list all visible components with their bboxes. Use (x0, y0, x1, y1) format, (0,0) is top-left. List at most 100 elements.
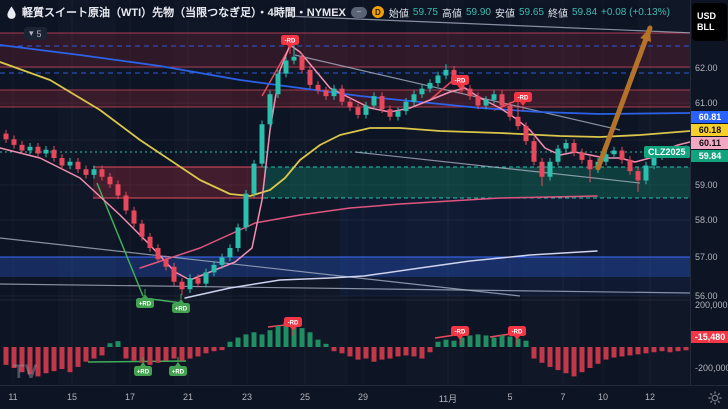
chart-canvas[interactable]: -RD -RD -RD +RD +RD -RD -RD -RD +RD +RD TV (0, 0, 690, 385)
time-axis[interactable]: 11 15 17 21 23 25 29 11月 5 7 10 12 (0, 385, 728, 409)
price-axis[interactable]: USD BLL 62.00 61.00 59.00 58.00 57.00 56.00 20… (690, 0, 728, 385)
trendline[interactable] (284, 15, 690, 34)
histogram-bar (235, 337, 241, 347)
candle (51, 146, 57, 162)
price-value-label: -15,480 (691, 331, 728, 343)
histogram-bar (75, 347, 81, 367)
resistance-band-upper (0, 33, 690, 67)
low-label: 安値 (494, 8, 515, 20)
histogram-bar (411, 347, 417, 357)
candle (627, 156, 633, 175)
svg-text:-RD: -RD (518, 95, 529, 101)
histogram-bar (131, 347, 137, 361)
histogram-bar (43, 347, 49, 374)
histogram-bar (3, 347, 9, 365)
time-tick: 17 (124, 392, 136, 402)
candle (531, 137, 537, 166)
histogram-bar (347, 347, 353, 357)
candle (67, 158, 73, 170)
histogram-bar (571, 347, 577, 377)
candle (547, 158, 553, 181)
histogram-bar (579, 347, 585, 373)
timeframe-badge[interactable]: D (371, 6, 384, 18)
candle (611, 146, 617, 158)
price-tick: 56.00 (695, 291, 718, 301)
symbol-title[interactable]: 軽質スイート原油（WTI）先物（当限つなぎ足）・4時間・NYMEX (22, 7, 346, 19)
histogram-bar (667, 347, 673, 353)
histogram-bar (363, 347, 369, 359)
candle (123, 191, 129, 215)
time-tick: 23 (241, 392, 253, 402)
candle (555, 144, 561, 166)
histogram-bar (515, 338, 521, 347)
histogram-bar (243, 334, 249, 347)
histogram-bar (275, 326, 281, 347)
bearish-signal-badge: -RD (451, 326, 469, 345)
histogram-bar (643, 347, 649, 354)
unit-selector[interactable]: USD BLL (692, 3, 727, 41)
trendline[interactable] (0, 237, 521, 297)
trendline[interactable] (294, 54, 621, 131)
demand-zone-green (264, 167, 690, 198)
svg-text:+RD: +RD (172, 369, 185, 375)
price-value-label: 60.81 (691, 111, 728, 123)
projection-arrow[interactable] (595, 25, 653, 171)
gear-icon[interactable] (708, 391, 722, 405)
trendline[interactable] (0, 283, 690, 294)
time-tick: 11月 (438, 394, 458, 404)
candle (27, 143, 33, 155)
contract-label: CLZ2025 (644, 146, 690, 158)
candle (643, 161, 649, 185)
histogram-bar (323, 343, 329, 347)
time-tick: 11 (8, 392, 18, 402)
histogram-bar (531, 347, 537, 359)
support-band-blue (0, 257, 690, 277)
candle (355, 103, 361, 119)
collapsed-values-pill[interactable]: – (350, 6, 367, 18)
svg-text:+RD: +RD (175, 306, 188, 312)
histogram-bar (371, 347, 377, 362)
candle (403, 98, 409, 115)
histogram-bar (587, 347, 593, 368)
histogram-bar (179, 347, 185, 361)
trendline[interactable] (354, 151, 641, 184)
candle (291, 41, 297, 65)
histogram-bar (195, 347, 201, 357)
candle (563, 139, 569, 153)
histogram-bar (283, 321, 289, 347)
histogram-bar (115, 341, 121, 347)
price-tick: 61.00 (695, 98, 718, 108)
price-value-label: 59.84 (691, 150, 728, 162)
bearish-signal-badge: -RD (508, 326, 526, 345)
histogram-bar (203, 347, 209, 354)
histogram-bar (595, 347, 601, 364)
candle (259, 120, 265, 168)
svg-text:-RD: -RD (288, 320, 299, 326)
bullish-signal-badge: +RD (172, 294, 190, 313)
time-tick: 7 (560, 392, 566, 402)
histogram-bar (99, 347, 105, 356)
time-tick: 10 (597, 392, 609, 402)
candle (571, 139, 577, 157)
histogram-bar (219, 347, 225, 351)
candle (507, 101, 513, 121)
ma-yellow (0, 61, 690, 197)
candle (331, 84, 337, 100)
histogram-bar (59, 347, 65, 370)
candle (283, 56, 289, 78)
price-tick: 59.00 (695, 180, 718, 190)
price-tick: 57.00 (695, 252, 718, 262)
histogram-bar (475, 334, 481, 347)
bearish-signal-badge: -RD (284, 317, 302, 336)
histogram-bar (11, 347, 17, 368)
histogram-bar (435, 341, 441, 347)
candle (315, 81, 321, 95)
histogram-bar (403, 347, 409, 356)
svg-text:+RD: +RD (139, 301, 152, 307)
histogram-bar (355, 347, 361, 360)
candle (275, 69, 281, 98)
indicators-collapsed-pill[interactable]: ▾ 5 (24, 27, 47, 40)
candle (419, 84, 425, 98)
histogram-bar (91, 347, 97, 359)
resistance-band-lower (0, 90, 690, 107)
